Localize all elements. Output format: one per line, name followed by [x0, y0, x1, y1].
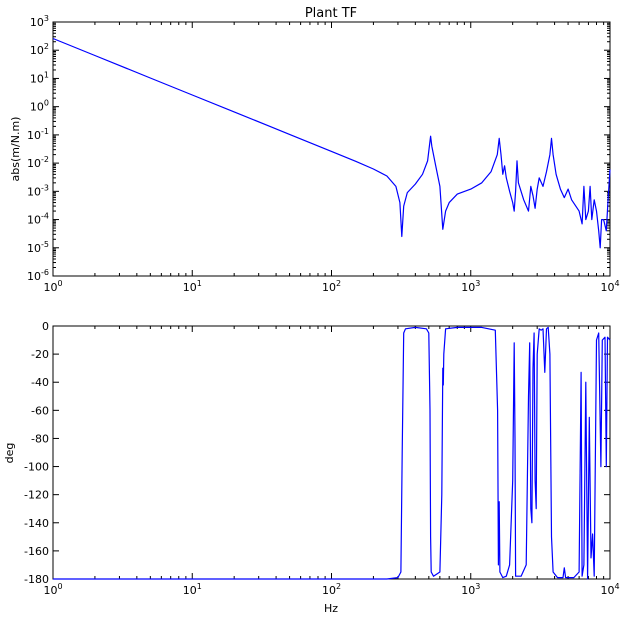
- phase-x-axis-label: Hz: [324, 602, 338, 615]
- phase-y-tick-label: -40: [31, 376, 49, 389]
- phase-x-tick-label: 103: [461, 582, 480, 597]
- magnitude-x-tick-label: 102: [322, 279, 341, 294]
- magnitude-x-tick-label: 103: [461, 279, 480, 294]
- phase-y-tick-label: -60: [31, 404, 49, 417]
- magnitude-y-tick-label: 10-5: [27, 240, 49, 255]
- magnitude-y-tick-label: 10-2: [27, 155, 49, 170]
- magnitude-series-line: [52, 37, 611, 249]
- phase-plot-ticks: 100 101 102 103 104 0 -20 -40 -60 -80 -100 -120 -140…: [24, 320, 620, 597]
- magnitude-plot-title: Plant TF: [305, 6, 357, 21]
- phase-x-tick-label: 102: [322, 582, 341, 597]
- phase-x-tick-label: 104: [600, 582, 619, 597]
- magnitude-y-tick-label: 10-4: [27, 212, 49, 227]
- phase-plot: 100 101 102 103 104 0 -20 -40 -60 -80 -100 -120 -140…: [3, 320, 620, 615]
- phase-y-tick-label: 0: [42, 320, 49, 333]
- phase-y-tick-label: -100: [24, 461, 49, 474]
- phase-y-tick-label: -160: [24, 545, 49, 558]
- magnitude-y-tick-label: 10-1: [27, 127, 49, 142]
- phase-x-tick-label: 100: [43, 582, 62, 597]
- phase-series-line: [53, 326, 611, 580]
- magnitude-x-tick-label: 104: [600, 279, 619, 294]
- magnitude-plot-ticks: 100 101 102 103 104 10-6 10-5 10-4 10-3 10-2 10-1 1…: [27, 14, 620, 294]
- magnitude-plot-frame: [52, 21, 611, 277]
- phase-x-tick-label: 101: [183, 582, 202, 597]
- magnitude-plot: Plant TF 100 101 102 103 104 10-6 10-5 10-4 10-3…: [9, 6, 620, 294]
- phase-y-tick-label: -80: [31, 432, 49, 445]
- phase-y-tick-label: -120: [24, 489, 49, 502]
- magnitude-x-tick-label: 101: [183, 279, 202, 294]
- magnitude-y-tick-label: 10-6: [27, 268, 49, 283]
- magnitude-y-tick-label: 101: [30, 70, 49, 85]
- magnitude-y-tick-label: 103: [30, 14, 49, 29]
- magnitude-y-tick-label: 10-3: [27, 183, 49, 198]
- magnitude-y-tick-label: 100: [30, 99, 49, 114]
- magnitude-y-tick-label: 102: [30, 42, 49, 57]
- phase-y-tick-label: -20: [31, 348, 49, 361]
- magnitude-y-axis-label: abs(m/N.m): [9, 117, 22, 182]
- phase-y-tick-label: -180: [24, 573, 49, 586]
- phase-y-tick-label: -140: [24, 517, 49, 530]
- magnitude-x-tick-label: 100: [43, 279, 62, 294]
- phase-y-axis-label: deg: [3, 443, 16, 464]
